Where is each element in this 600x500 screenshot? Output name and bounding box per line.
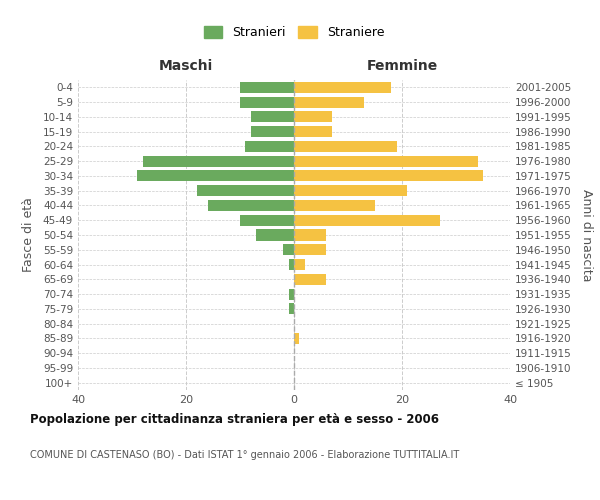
Bar (283, 244, 294, 256)
Bar (294, 170, 483, 181)
Bar (294, 230, 326, 240)
Bar (197, 185, 294, 196)
Bar (294, 214, 440, 226)
Bar (240, 96, 294, 108)
Bar (294, 82, 391, 93)
Legend: Stranieri, Straniere: Stranieri, Straniere (199, 21, 389, 44)
Text: Maschi: Maschi (159, 58, 213, 72)
Text: Femmine: Femmine (367, 58, 437, 72)
Bar (294, 200, 375, 211)
Y-axis label: Fasce di età: Fasce di età (22, 198, 35, 272)
Bar (294, 244, 326, 256)
Bar (289, 288, 294, 300)
Bar (289, 304, 294, 314)
Bar (294, 96, 364, 108)
Y-axis label: Anni di nascita: Anni di nascita (580, 188, 593, 281)
Text: COMUNE DI CASTENASO (BO) - Dati ISTAT 1° gennaio 2006 - Elaborazione TUTTITALIA.: COMUNE DI CASTENASO (BO) - Dati ISTAT 1°… (30, 450, 459, 460)
Bar (240, 82, 294, 93)
Bar (294, 333, 299, 344)
Bar (208, 200, 294, 211)
Bar (294, 126, 332, 137)
Bar (137, 170, 294, 181)
Bar (143, 156, 294, 166)
Bar (251, 112, 294, 122)
Bar (294, 141, 397, 152)
Bar (240, 214, 294, 226)
Bar (294, 185, 407, 196)
Bar (245, 141, 294, 152)
Text: Popolazione per cittadinanza straniera per età e sesso - 2006: Popolazione per cittadinanza straniera p… (30, 412, 439, 426)
Bar (294, 112, 332, 122)
Bar (294, 156, 478, 166)
Bar (251, 126, 294, 137)
Bar (294, 274, 326, 285)
Bar (294, 259, 305, 270)
Bar (256, 230, 294, 240)
Bar (289, 259, 294, 270)
